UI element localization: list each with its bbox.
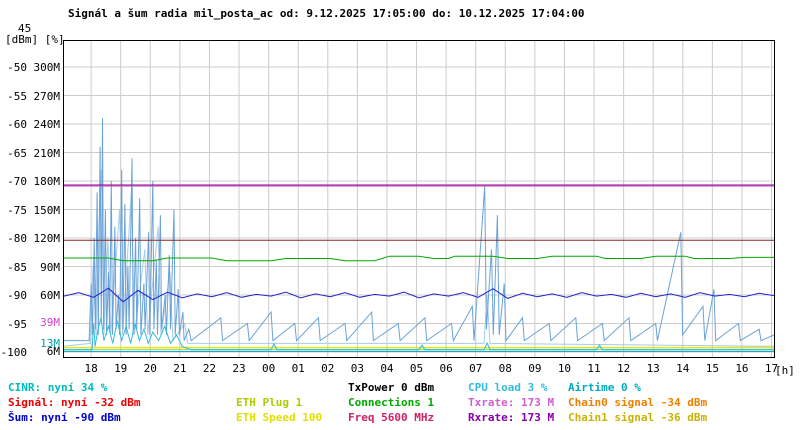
x-axis-hour-label: 08 [498, 362, 512, 375]
legend-item: Txrate: 173 M [468, 396, 555, 409]
legend-item: Signál: nyní -32 dBm [8, 396, 141, 409]
y-axis-dbm-label: -95 [7, 317, 27, 331]
x-axis-hour-label: 16 [735, 362, 749, 375]
y-axis-dbm-label: -100 [0, 346, 28, 359]
x-axis-hour-label: 04 [380, 362, 394, 375]
legend-item: TxPower 0 dBm [348, 381, 435, 394]
x-axis-hour-label: 00 [261, 362, 276, 375]
y-axis-rate-label: 300M [33, 61, 61, 74]
y-axis-dbm-label: -50 [7, 61, 27, 74]
legend-item: ETH Plug 1 [236, 396, 303, 409]
x-axis-hour-label: 05 [409, 362, 424, 375]
x-axis-hour-label: 19 [114, 362, 128, 375]
series-cpu-load-line [64, 317, 774, 351]
current-rate-marker: 6M [46, 345, 60, 358]
chart-title: Signál a šum radia mil_posta_ac od: 9.12… [68, 7, 585, 20]
x-axis-unit-label: [h] [775, 364, 795, 377]
legend-item: Freq 5600 MHz [348, 411, 435, 424]
y-axis-rate-label: 150M [33, 203, 61, 217]
y-axis-dbm-label: -80 [7, 232, 27, 245]
x-axis-hour-label: 03 [350, 362, 364, 375]
y-axis-dbm-label: -60 [7, 118, 27, 131]
chart-canvas [64, 41, 774, 357]
y-axis-dbm-label: -65 [7, 146, 27, 160]
percent-axis-top-label: 45 [18, 22, 32, 35]
x-axis-hour-label: 23 [232, 362, 246, 375]
y-axis-rate-label: 270M [33, 89, 61, 103]
x-axis-hour-label: 06 [439, 362, 453, 375]
y-axis-rate-label: 210M [33, 146, 61, 160]
y-axis-rate-label: 60M [40, 289, 60, 302]
x-axis-hour-label: 11 [587, 362, 601, 375]
x-axis-hour-label: 17 [764, 362, 779, 375]
x-axis-hour-label: 10 [557, 362, 572, 375]
legend-item: CINR: nyní 34 % [8, 381, 108, 394]
legend-item: Connections 1 [348, 396, 435, 409]
x-axis-hour-label: 14 [676, 362, 690, 375]
current-rate-marker: 13M [40, 337, 60, 350]
y-axis-rate-label: 240M [33, 118, 61, 131]
legend-item: ETH Speed 100 [236, 411, 323, 424]
series-green-steps [64, 255, 774, 262]
y-axis-rate-label: 90M [40, 260, 60, 274]
y-axis-rate-label: 120M [33, 232, 61, 245]
series-noise-sum [64, 287, 774, 303]
x-axis-hour-label: 13 [646, 362, 660, 375]
x-axis-hour-label: 02 [321, 362, 335, 375]
x-axis-hour-label: 12 [616, 362, 631, 375]
legend-item: Chain0 signal -34 dBm [568, 396, 708, 409]
legend-item: Rxrate: 173 M [468, 411, 555, 424]
y-axis-unit-header: [dBm] [%] [5, 33, 65, 46]
x-axis-hour-label: 07 [469, 362, 483, 375]
legend-item: Šum: nyní -90 dBm [8, 411, 121, 424]
y-axis-dbm-label: -70 [7, 175, 27, 188]
legend-item: Chain1 signal -36 dBm [568, 411, 708, 424]
y-axis-rate-label: 180M [33, 175, 61, 188]
current-rate-marker: 39M [40, 316, 60, 329]
series-traffic-spikes [64, 118, 774, 343]
x-axis-hour-label: 20 [143, 362, 157, 375]
legend-item: CPU load 3 % [468, 381, 548, 394]
y-axis-dbm-label: -55 [7, 89, 27, 103]
y-axis-dbm-label: -90 [7, 289, 27, 302]
legend-item: Airtime 0 % [568, 381, 641, 394]
x-axis-hour-label: 09 [528, 362, 542, 375]
y-axis-dbm-label: -85 [7, 260, 27, 274]
x-axis-hour-label: 22 [202, 362, 217, 375]
x-axis-hour-label: 21 [173, 362, 187, 375]
x-axis-hour-label: 15 [705, 362, 719, 375]
x-axis-hour-label: 18 [84, 362, 98, 375]
x-axis-hour-label: 01 [291, 362, 305, 375]
plot-area [63, 40, 775, 358]
y-axis-dbm-label: -75 [7, 203, 27, 217]
